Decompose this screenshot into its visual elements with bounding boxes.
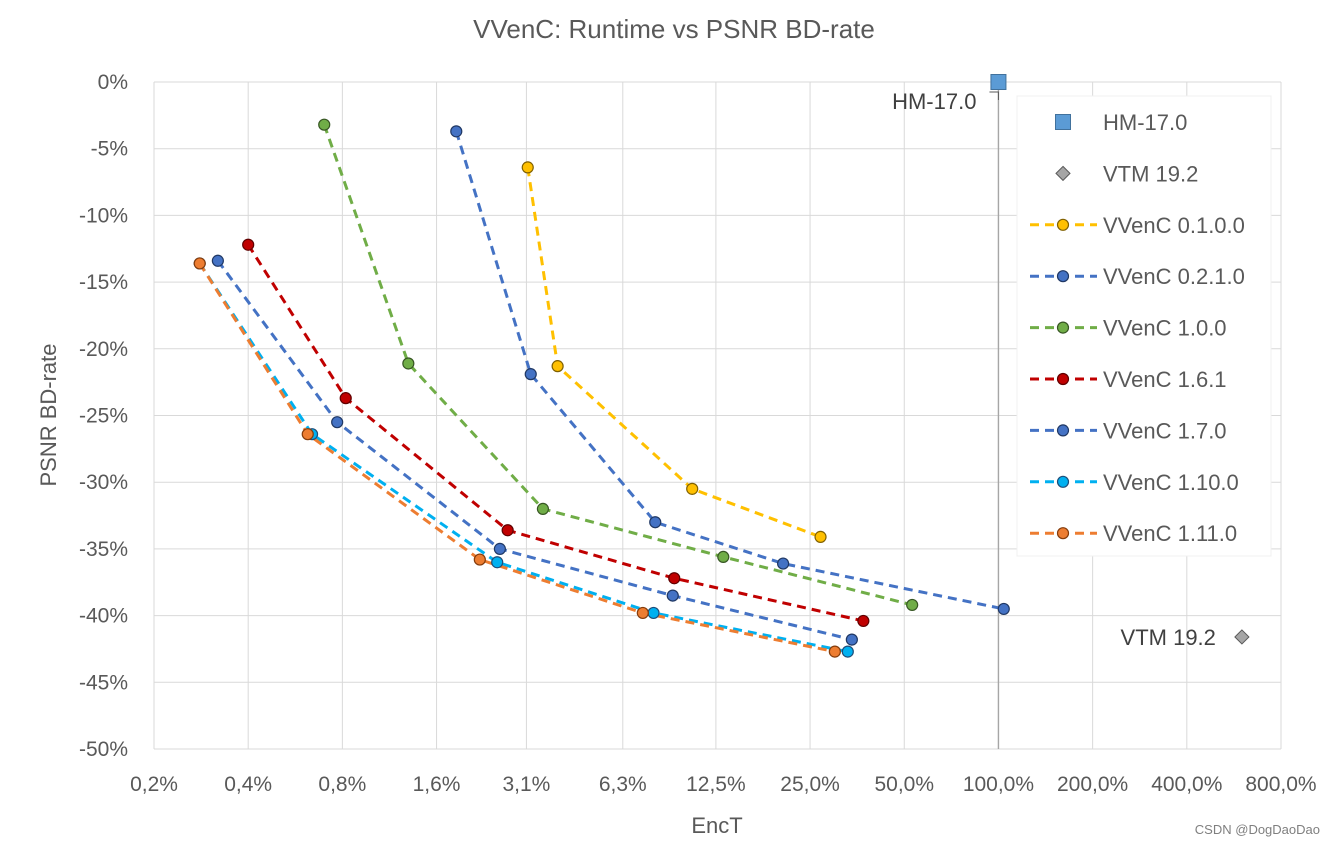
legend-label-vvenc-1-10-0: VVenC 1.10.0 — [1103, 470, 1239, 495]
x-tick-label: 6,3% — [599, 773, 647, 796]
legend-marker-vvenc-1-6-1 — [1056, 372, 1070, 386]
x-tick-label: 0,8% — [318, 773, 366, 796]
x-tick-label: 200,0% — [1057, 773, 1128, 796]
series-markers — [193, 74, 1250, 658]
data-point-vvenc-0-1-0-0 — [521, 161, 534, 174]
data-point-vvenc-1-11-0 — [473, 553, 486, 566]
y-tick-label: -40% — [79, 605, 128, 628]
y-tick-label: -10% — [79, 204, 128, 227]
x-tick-label: 400,0% — [1151, 773, 1222, 796]
data-point-vvenc-0-1-0-0 — [814, 530, 827, 543]
chart-title: VVenC: Runtime vs PSNR BD-rate — [473, 14, 875, 44]
y-tick-label: -30% — [79, 471, 128, 494]
legend-marker-hm-17-0 — [1055, 114, 1071, 130]
data-point-vvenc-0-2-1-0 — [524, 368, 537, 381]
series-line-vvenc-1-10-0 — [198, 262, 849, 654]
data-point-vvenc-1-7-0 — [211, 254, 224, 267]
watermark: CSDN @DogDaoDao — [1195, 822, 1320, 837]
data-point-vvenc-1-6-1 — [339, 392, 352, 405]
legend-label-vvenc-0-2-1-0: VVenC 0.2.1.0 — [1103, 264, 1245, 289]
data-point-vvenc-1-6-1 — [668, 572, 681, 585]
x-axis-label: EncT — [691, 813, 742, 838]
x-tick-label: 12,5% — [686, 773, 746, 796]
y-tick-label: -50% — [79, 738, 128, 761]
x-tick-label: 50,0% — [874, 773, 934, 796]
data-point-hm-17-0 — [990, 74, 1007, 90]
data-point-vvenc-1-0-0 — [717, 550, 730, 564]
legend-label-vvenc-1-7-0: VVenC 1.7.0 — [1103, 418, 1227, 443]
data-point-vtm-19-2 — [1234, 629, 1250, 645]
annotations: HM-17.0 VTM 19.2 — [892, 89, 1216, 650]
series-line-vvenc-0-2-1-0 — [454, 130, 1005, 611]
y-axis-label: PSNR BD-rate — [36, 343, 61, 486]
series-line-vvenc-0-1-0-0 — [526, 167, 822, 539]
legend-marker-vvenc-0-2-1-0 — [1056, 270, 1070, 283]
y-tick-labels: 0% -5% -10% -15% -20% -25% -30% -35% -40% -45% -50… — [79, 71, 128, 761]
data-point-vvenc-1-0-0 — [536, 502, 550, 515]
y-tick-label: -15% — [79, 271, 128, 294]
data-point-vvenc-1-7-0 — [493, 542, 506, 556]
data-point-vvenc-1-6-1 — [501, 524, 514, 537]
vtm-annotation-label: VTM 19.2 — [1121, 625, 1216, 650]
legend-label-vvenc-1-11-0: VVenC 1.11.0 — [1103, 521, 1237, 546]
x-tick-label: 100,0% — [963, 773, 1034, 796]
data-point-vvenc-1-0-0 — [906, 598, 919, 612]
legend-marker-vvenc-1-10-0 — [1056, 475, 1070, 488]
data-point-vvenc-1-7-0 — [331, 416, 344, 429]
y-tick-label: -35% — [79, 538, 128, 561]
data-point-vvenc-1-7-0 — [845, 633, 858, 646]
data-point-vvenc-1-10-0 — [841, 645, 854, 658]
legend-marker-vvenc-1-0-0 — [1056, 321, 1070, 334]
x-tick-label: 0,4% — [224, 773, 272, 796]
data-point-vvenc-0-2-1-0 — [450, 125, 463, 138]
legend-items: HM-17.0 VTM 19.2 VVenC 0.1.0.0 VVenC 0.2.1.… — [1030, 110, 1245, 546]
legend-marker-vvenc-1-7-0 — [1056, 424, 1070, 437]
data-point-vvenc-0-1-0-0 — [686, 482, 699, 495]
series-line-vvenc-1-11-0 — [198, 262, 836, 654]
y-tick-label: -25% — [79, 405, 128, 428]
x-tick-label: 25,0% — [780, 773, 840, 796]
data-point-vvenc-0-2-1-0 — [777, 557, 790, 570]
data-point-vvenc-1-0-0 — [402, 357, 415, 370]
x-tick-label: 0,2% — [130, 773, 178, 796]
legend-label-vvenc-0-1-0-0: VVenC 0.1.0.0 — [1103, 213, 1245, 238]
legend-label-vvenc-1-6-1: VVenC 1.6.1 — [1103, 367, 1227, 392]
x-tick-label: 800,0% — [1245, 773, 1316, 796]
hm-annotation-label: HM-17.0 — [892, 89, 976, 114]
y-tick-label: 0% — [98, 71, 128, 94]
y-tick-label: -45% — [79, 671, 128, 694]
data-point-vvenc-0-2-1-0 — [997, 602, 1010, 616]
data-point-vvenc-1-11-0 — [636, 606, 649, 620]
data-point-vvenc-1-6-1 — [242, 238, 255, 251]
data-point-vvenc-1-6-1 — [857, 614, 870, 628]
legend-label-vtm-19-2: VTM 19.2 — [1103, 161, 1198, 186]
data-point-vvenc-1-7-0 — [666, 589, 679, 602]
data-point-vvenc-0-2-1-0 — [649, 516, 662, 529]
legend-marker-vvenc-0-1-0-0 — [1056, 218, 1070, 231]
y-tick-label: -5% — [91, 138, 128, 161]
data-point-vvenc-1-11-0 — [301, 428, 314, 441]
x-tick-label: 3,1% — [502, 773, 550, 796]
y-gridlines — [154, 81, 1281, 750]
hm-label-leader — [989, 91, 999, 100]
data-point-vvenc-1-10-0 — [491, 556, 504, 569]
legend-label-vvenc-1-0-0: VVenC 1.0.0 — [1103, 316, 1227, 341]
legend-marker-vvenc-1-11-0 — [1056, 527, 1070, 540]
data-point-vvenc-1-0-0 — [318, 118, 331, 131]
x-tick-labels: 0,2% 0,4% 0,8% 1,6% 3,1% 6,3% 12,5% 25,0% 50,0% 1… — [130, 773, 1317, 796]
data-point-vvenc-1-11-0 — [193, 257, 206, 270]
data-point-vvenc-1-11-0 — [828, 645, 841, 658]
legend-label-hm-17-0: HM-17.0 — [1103, 110, 1187, 135]
data-point-vvenc-0-1-0-0 — [551, 360, 564, 373]
legend-marker-vtm-19-2 — [1055, 165, 1071, 182]
x-tick-label: 1,6% — [413, 773, 461, 796]
data-point-vvenc-1-10-0 — [647, 606, 660, 620]
legend: HM-17.0 VTM 19.2 VVenC 0.1.0.0 VVenC 0.2.1.… — [1016, 95, 1272, 557]
y-tick-label: -20% — [79, 338, 128, 361]
